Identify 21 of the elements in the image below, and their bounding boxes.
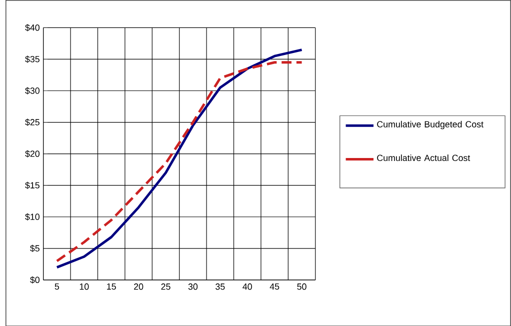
x-tick-label: 45 xyxy=(270,283,280,290)
y-tick-label: $25 xyxy=(25,118,40,126)
x-tick-label: 10 xyxy=(80,283,89,290)
x-tick-label: 40 xyxy=(242,283,252,290)
x-tick-label: 25 xyxy=(161,283,170,290)
y-tick-label: $5 xyxy=(30,244,40,252)
x-tick-label: 35 xyxy=(216,283,225,290)
y-tick-label: $40 xyxy=(25,24,40,32)
x-tick-label: 15 xyxy=(107,283,116,290)
x-tick-label: 20 xyxy=(134,283,144,290)
x-tick-label: 50 xyxy=(297,283,306,290)
y-tick-label: $10 xyxy=(25,213,40,220)
x-tick-label: 5 xyxy=(54,283,60,290)
y-tick-label: $35 xyxy=(25,55,40,63)
legend-label: Cumulative Budgeted Cost xyxy=(377,120,484,129)
y-tick-label: $30 xyxy=(25,86,40,94)
x-tick-label: 30 xyxy=(188,283,198,290)
y-tick-label: $0 xyxy=(30,276,40,284)
y-tick-label: $15 xyxy=(25,182,40,189)
legend-label: Cumulative Actual Cost xyxy=(377,154,470,161)
y-tick-label: $20 xyxy=(25,150,40,158)
